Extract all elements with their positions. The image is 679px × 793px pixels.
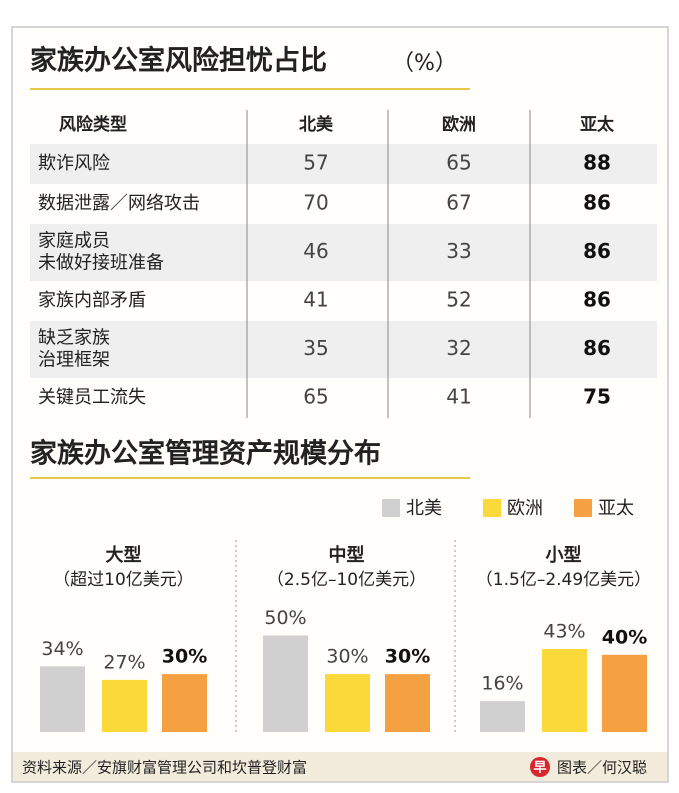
cell-value: 86 [583,239,611,263]
legend-swatch [574,499,592,517]
column-header: 亚太 [580,114,615,135]
row-shade [30,224,657,281]
cell-value: 41 [446,385,471,409]
source: 资料来源／安旗财富管理公司和坎普登财富 [22,759,307,777]
value-label: 30% [385,646,430,668]
legend-label: 北美 [406,498,442,519]
value-label: 43% [543,621,585,643]
cell-value: 86 [583,336,611,360]
bar [385,674,430,732]
cell-value: 57 [303,151,328,175]
category-subtitle: （1.5亿–2.49亿美元） [476,570,651,590]
logo: 早 [533,761,546,776]
column-header: 风险类型 [59,114,127,135]
table-title: 家族办公室风险担忧占比 [30,45,327,77]
row-label: 欺诈风险 [38,153,110,174]
footer-band [13,752,667,781]
bar [102,679,147,732]
bar [602,654,647,732]
cell-value: 33 [446,239,471,263]
cell-value: 86 [583,191,611,215]
bar [162,674,207,732]
column-header: 欧洲 [442,114,476,135]
row-shade [30,321,657,378]
cell-value: 32 [446,336,471,360]
cell-value: 88 [583,151,611,175]
cell-value: 41 [303,288,328,312]
cell-value: 65 [303,385,328,409]
bar [325,674,370,732]
cell-value: 65 [446,151,471,175]
cell-value: 35 [303,336,328,360]
legend-swatch [382,499,400,517]
row-label: 治理框架 [38,350,110,371]
row-label: 缺乏家族 [38,328,110,349]
category-subtitle: （超过10亿美元） [53,570,194,590]
row-label: 家族内部矛盾 [38,290,146,311]
bar [263,635,308,732]
cell-value: 75 [583,385,611,409]
table-title-unit: （%） [392,51,457,76]
row-label: 数据泄露／网络攻击 [38,193,200,214]
row-label: 家庭成员 [38,231,110,252]
category-label: 小型 [546,544,582,566]
bar [542,649,587,732]
row-shade [30,144,657,184]
bar [40,666,85,732]
cell-value: 70 [303,191,328,215]
category-label: 中型 [329,544,365,566]
value-label: 50% [264,607,306,629]
value-label: 27% [103,651,145,673]
legend-swatch [483,499,501,517]
cell-value: 86 [583,288,611,312]
legend-label: 亚太 [598,498,634,519]
column-header: 北美 [299,114,334,135]
category-label: 大型 [106,544,142,566]
cell-value: 52 [446,288,471,312]
row-label: 关键员工流失 [38,387,146,408]
cell-value: 46 [303,239,328,263]
value-label: 30% [326,646,368,668]
bar [480,701,525,732]
legend-label: 欧洲 [507,498,543,519]
value-label: 16% [481,673,523,695]
logo-badge [530,757,550,777]
credit: 图表／何汉聪 [557,759,647,777]
value-label: 34% [41,638,83,660]
row-label: 未做好接班准备 [38,253,164,274]
category-subtitle: （2.5亿–10亿美元） [267,570,426,590]
chart-title: 家族办公室管理资产规模分布 [30,438,381,470]
cell-value: 67 [446,191,471,215]
value-label: 40% [602,626,647,648]
value-label: 30% [162,646,207,668]
